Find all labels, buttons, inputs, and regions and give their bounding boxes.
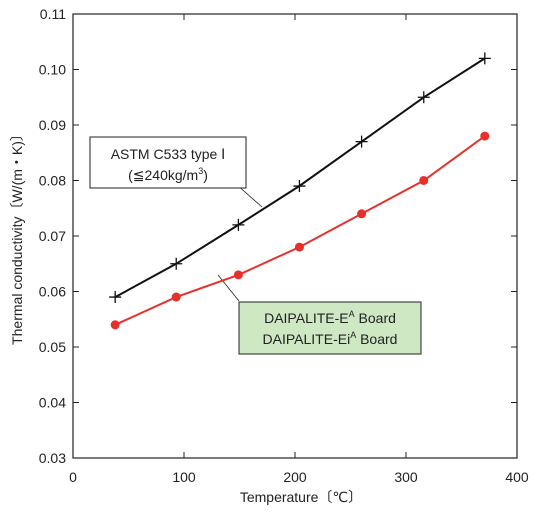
x-tick-label: 300 [394, 469, 418, 485]
y-tick-label: 0.03 [39, 450, 66, 466]
daipalite-data-point [233, 270, 243, 280]
y-tick-label: 0.08 [39, 173, 66, 189]
y-axis-title: Thermal conductivity〔W/(m・K)〕 [9, 127, 25, 345]
astm-density-text: (≦240kg/m [128, 167, 198, 183]
x-axis-title: Temperature〔℃〕 [240, 489, 362, 505]
x-tick-label: 400 [505, 469, 529, 485]
daipalite-data-point [294, 242, 304, 252]
astm-data-point [417, 91, 430, 104]
daipalite-e-name: DAIPALITE-E [264, 310, 349, 326]
daipalite-label-line2: DAIPALITE-EiA Board [263, 330, 398, 347]
daipalite-label-line1: DAIPALITE-EA Board [264, 309, 396, 326]
y-tick-label: 0.09 [39, 117, 66, 133]
astm-data-point [478, 52, 491, 65]
y-tick-label: 0.05 [39, 339, 66, 355]
astm-data-point [355, 135, 368, 148]
astm-data-point [109, 291, 122, 304]
series-layer [109, 52, 491, 330]
daipalite-data-point [110, 320, 120, 330]
daipalite-e-board: Board [355, 310, 396, 326]
astm-label-line1: ASTM C533 type Ⅰ [111, 146, 226, 162]
daipalite-data-point [171, 292, 181, 302]
y-tick-labels: 0.03 0.04 0.05 0.06 0.07 0.08 0.09 0.10 0.11 [39, 6, 66, 466]
x-tick-labels: 0 100 200 300 400 [69, 469, 529, 485]
daipalite-data-point [480, 131, 490, 141]
astm-label-line2: (≦240kg/m3) [128, 166, 208, 183]
daipalite-data-point [357, 209, 367, 219]
astm-data-point [170, 257, 183, 270]
y-tick-label: 0.11 [40, 6, 66, 22]
daipalite-e-sup: A [349, 309, 355, 319]
y-tick-label: 0.07 [39, 228, 66, 244]
daipalite-label-box [238, 301, 422, 355]
axis-ticks [73, 14, 517, 458]
astm-density-sup: 3 [198, 166, 203, 176]
x-tick-label: 0 [69, 469, 77, 485]
astm-data-point [232, 218, 245, 231]
daipalite-data-point [419, 176, 429, 185]
x-tick-label: 200 [283, 469, 307, 485]
x-tick-label: 100 [172, 469, 196, 485]
y-tick-label: 0.06 [39, 284, 66, 300]
daipalite-leader-line [217, 274, 240, 302]
astm-density-close: ) [203, 167, 208, 183]
y-tick-label: 0.04 [39, 395, 66, 411]
astm-label-box [89, 136, 247, 189]
daipalite-ei-board: Board [356, 331, 397, 347]
astm-data-point [293, 180, 306, 193]
daipalite-ei-sup: A [350, 330, 356, 340]
y-tick-label: 0.10 [39, 62, 66, 78]
daipalite-ei-name: DAIPALITE-Ei [263, 331, 351, 347]
